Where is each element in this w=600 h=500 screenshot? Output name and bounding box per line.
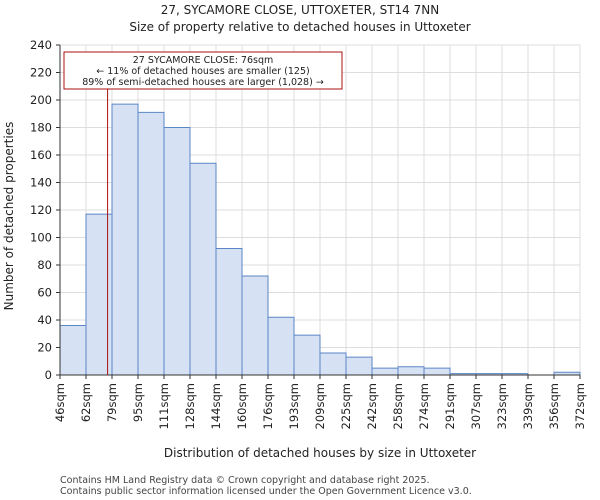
x-tick-label: 258sqm bbox=[391, 383, 405, 429]
x-tick-labels: 46sqm 62sqm 79sqm 95sqm 111sqm 128sqm 144sqm 16… bbox=[53, 383, 587, 429]
y-tick-label: 100 bbox=[30, 231, 52, 245]
x-tick-label: 356sqm bbox=[547, 383, 561, 429]
bar bbox=[85, 213, 113, 376]
bar bbox=[371, 367, 399, 376]
x-tick-label: 144sqm bbox=[209, 383, 223, 429]
y-tick-label: 0 bbox=[45, 368, 52, 382]
axes bbox=[56, 44, 581, 379]
y-axis-label: Number of detached properties bbox=[2, 122, 16, 311]
x-tick-label: 46sqm bbox=[53, 383, 67, 422]
bar bbox=[293, 334, 321, 376]
x-tick-label: 209sqm bbox=[313, 383, 327, 429]
x-tick-label: 307sqm bbox=[469, 383, 483, 429]
y-tick-label: 220 bbox=[30, 66, 52, 80]
bar bbox=[111, 103, 139, 376]
x-tick-label: 372sqm bbox=[573, 383, 587, 429]
y-tick-label: 60 bbox=[37, 286, 52, 300]
bar bbox=[319, 352, 347, 376]
x-tick-label: 193sqm bbox=[287, 383, 301, 429]
footer-copyright: Contains HM Land Registry data © Crown c… bbox=[60, 475, 430, 486]
x-tick-label: 160sqm bbox=[235, 383, 249, 429]
y-tick-label: 40 bbox=[37, 313, 52, 327]
bar bbox=[345, 356, 373, 376]
bar bbox=[137, 111, 165, 376]
bars bbox=[59, 103, 581, 376]
bar bbox=[215, 248, 243, 376]
y-tick-label: 160 bbox=[30, 148, 52, 162]
y-tick-labels: 0 20 40 60 80 100 120 140 160 180 200 220 240 bbox=[30, 38, 52, 382]
bar bbox=[59, 325, 87, 376]
annotation-line-3: 89% of semi-detached houses are larger (… bbox=[82, 77, 324, 88]
y-tick-label: 120 bbox=[30, 203, 52, 217]
x-axis-label: Distribution of detached houses by size … bbox=[164, 446, 476, 460]
y-tick-label: 200 bbox=[30, 93, 52, 107]
x-tick-label: 79sqm bbox=[105, 383, 119, 422]
x-tick-label: 128sqm bbox=[183, 383, 197, 429]
x-tick-label: 242sqm bbox=[365, 383, 379, 429]
x-tick-label: 176sqm bbox=[261, 383, 275, 429]
chart-title: 27, SYCAMORE CLOSE, UTTOXETER, ST14 7NN bbox=[160, 3, 440, 17]
chart-subtitle: Size of property relative to detached ho… bbox=[129, 20, 471, 34]
x-tick-label: 274sqm bbox=[417, 383, 431, 429]
bar bbox=[189, 162, 217, 376]
annotation-box: 27 SYCAMORE CLOSE: 76sqm ← 11% of detach… bbox=[63, 51, 343, 90]
x-tick-label: 62sqm bbox=[79, 383, 93, 422]
bar bbox=[241, 275, 269, 376]
y-tick-label: 20 bbox=[37, 341, 52, 355]
y-tick-label: 80 bbox=[37, 258, 52, 272]
footer-licence: Contains public sector information licen… bbox=[60, 486, 472, 497]
x-tick-label: 323sqm bbox=[495, 383, 509, 429]
x-tick-label: 225sqm bbox=[339, 383, 353, 429]
annotation-line-1: 27 SYCAMORE CLOSE: 76sqm bbox=[133, 55, 274, 66]
y-tick-label: 180 bbox=[30, 121, 52, 135]
y-tick-label: 240 bbox=[30, 38, 52, 52]
annotation-line-2: ← 11% of detached houses are smaller (12… bbox=[96, 66, 309, 77]
bar bbox=[397, 366, 425, 376]
bar bbox=[423, 367, 451, 376]
y-tick-label: 140 bbox=[30, 176, 52, 190]
x-tick-label: 95sqm bbox=[131, 383, 145, 422]
x-tick-label: 291sqm bbox=[443, 383, 457, 429]
x-tick-label: 111sqm bbox=[157, 383, 171, 429]
x-tick-label: 339sqm bbox=[521, 383, 535, 429]
bar bbox=[163, 127, 191, 376]
bar bbox=[267, 316, 295, 376]
